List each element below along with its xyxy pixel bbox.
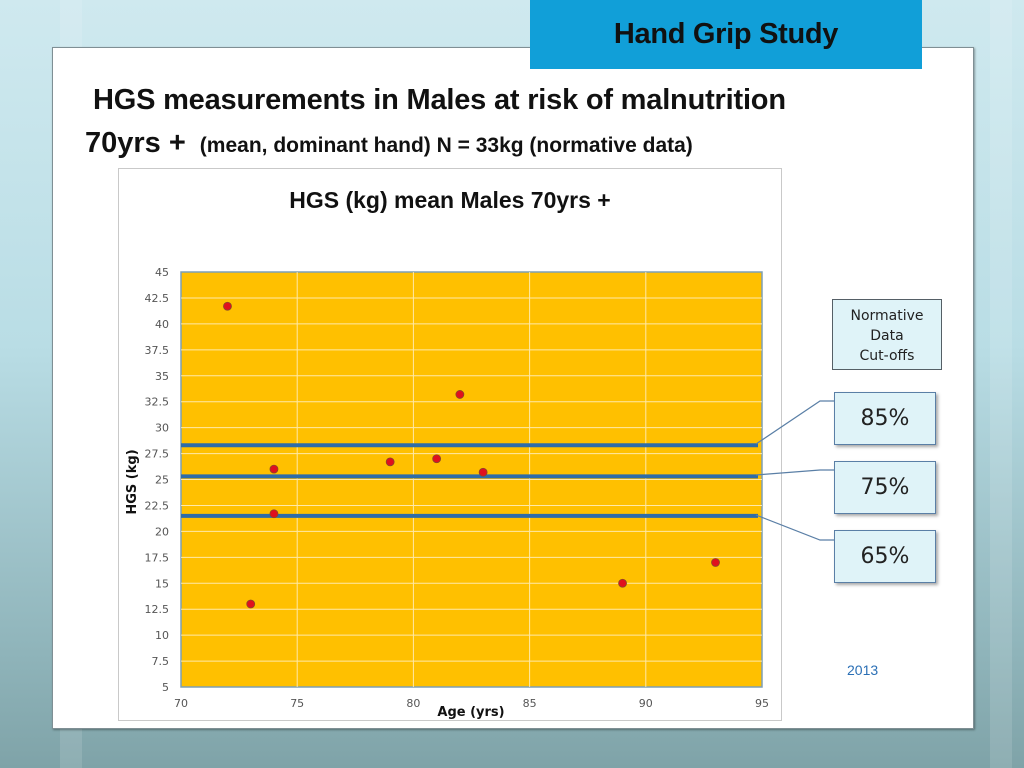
data-point (455, 390, 465, 399)
subheading-age: 70yrs + (85, 127, 186, 159)
header-label-box: Hand Grip Study (530, 0, 922, 69)
y-tick-label: 10 (155, 629, 169, 642)
y-tick-label: 25 (155, 474, 169, 487)
x-tick-label: 95 (755, 697, 769, 710)
y-tick-label: 20 (155, 525, 169, 538)
data-point (246, 599, 256, 609)
slide-subheading: 70yrs + (mean, dominant hand) N = 33kg (n… (85, 127, 693, 160)
y-tick-label: 7.5 (152, 655, 170, 668)
y-tick-label: 45 (155, 266, 169, 279)
y-tick-label: 37.5 (145, 344, 170, 357)
y-axis-label: HGS (kg) (125, 449, 140, 514)
y-tick-label: 32.5 (145, 396, 170, 409)
data-point (269, 509, 279, 519)
y-tick-label: 30 (155, 422, 169, 435)
y-tick-label: 17.5 (145, 551, 170, 564)
x-tick-label: 80 (406, 697, 420, 710)
x-tick-label: 90 (639, 697, 653, 710)
normative-line: Normative (850, 308, 924, 324)
y-tick-label: 27.5 (145, 448, 170, 461)
year-label: 2013 (847, 662, 879, 678)
x-tick-label: 75 (290, 697, 304, 710)
slide-heading: HGS measurements in Males at risk of mal… (93, 84, 786, 116)
normative-cutoffs-label: Normative Data Cut-offs (832, 299, 942, 370)
y-tick-label: 22.5 (145, 499, 170, 512)
cutoff-65-box: 65% (834, 530, 936, 583)
cutoff-85-label: 85% (860, 406, 910, 431)
x-tick-label: 85 (523, 697, 537, 710)
cutoff-75-label: 75% (860, 475, 910, 500)
cutoff-85-box: 85% (834, 392, 936, 445)
header-label: Hand Grip Study (613, 18, 839, 50)
y-tick-label: 42.5 (145, 292, 170, 305)
data-point (478, 467, 488, 477)
x-axis-label: Age (yrs) (437, 705, 504, 720)
data-point (223, 301, 232, 311)
cutoff-65-label: 65% (860, 544, 910, 569)
y-tick-label: 40 (155, 318, 169, 331)
data-point (385, 457, 395, 467)
subheading-detail: (mean, dominant hand) N = 33kg (normativ… (199, 134, 693, 157)
y-tick-label: 15 (155, 577, 169, 590)
chart-title: HGS (kg) mean Males 70yrs + (289, 187, 611, 213)
data-point (269, 464, 279, 474)
y-tick-label: 35 (155, 370, 169, 383)
normative-line: Cut-offs (859, 348, 915, 364)
chart-container: HGS (kg) mean Males 70yrs + 5 7.5 10 12.5 15… (118, 168, 782, 721)
data-point (618, 578, 627, 588)
y-tick-label: 12.5 (145, 603, 170, 616)
data-point (432, 454, 442, 464)
cutoff-75-box: 75% (834, 461, 936, 514)
x-tick-label: 70 (174, 697, 188, 710)
y-tick-label: 5 (162, 681, 169, 694)
scatter-plot: 5 7.5 10 12.5 15 17.5 20 22.5 25 27.5 30 32.5 35 37.5… (125, 266, 769, 720)
normative-line: Data (870, 328, 904, 344)
background-stripe (990, 0, 1012, 768)
data-point (711, 558, 720, 567)
